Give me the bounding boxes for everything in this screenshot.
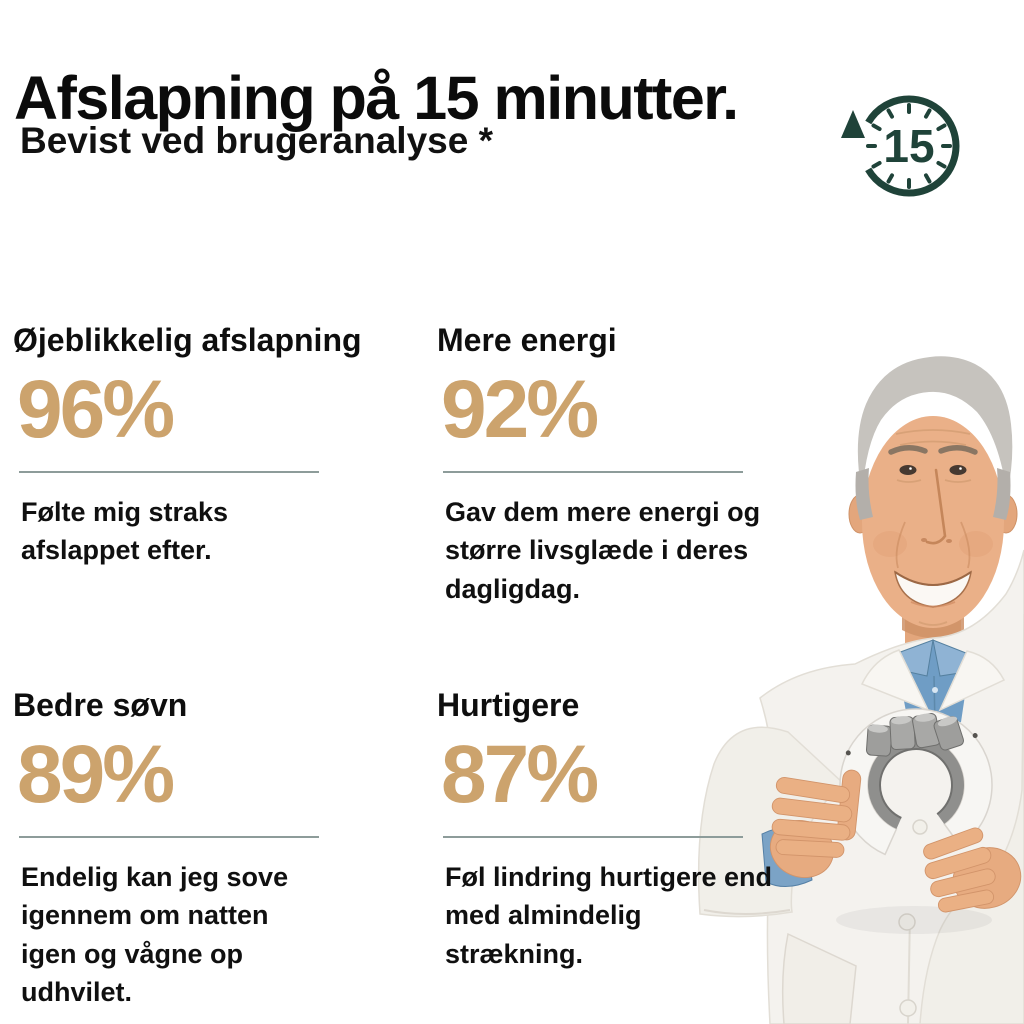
stat-percent: 92% [441,364,599,455]
right-hand [923,827,1022,913]
subtitle: Bevist ved brugeranalyse * [20,120,493,161]
doctor-with-neck-massager-photo [697,356,1024,1024]
stat-faster-relief: Hurtigere 87% Føl lindring hurtigere end… [437,687,781,973]
stat-divider [19,836,319,838]
massage-heads [865,713,965,757]
stat-heading: Mere energi [437,322,617,358]
stat-more-energy: Mere energi 92% Gav dem mere energi og s… [437,322,817,608]
stat-heading: Bedre søvn [13,687,188,723]
stat-better-sleep: Bedre søvn 89% Endelig kan jeg sove igen… [13,687,319,1011]
hair-shape [857,356,1013,494]
stat-instant-relaxation: Øjeblikkelig afslapning 96% Følte mig st… [13,322,362,570]
stat-percent: 96% [17,364,175,455]
clock-ring [858,95,960,197]
stat-heading: Hurtigere [437,687,580,723]
clock-arrow [841,110,865,138]
stat-description: Endelig kan jeg sove igennem om natten i… [21,862,289,1007]
stat-divider [443,471,743,473]
stat-description: Føl lindring hurtigere end med almindeli… [445,862,772,969]
stat-description: Gav dem mere energi og større livsglæde … [445,497,761,604]
stat-divider [443,836,743,838]
clock-ticks [866,103,952,189]
stat-heading: Øjeblikkelig afslapning [13,322,362,358]
stat-percent: 87% [441,729,599,820]
stat-description: Følte mig straks afslappet efter. [21,497,229,566]
stat-divider [19,471,319,473]
neck-massager-device [839,708,993,856]
page-title: Afslapning på 15 minutter. [14,63,739,132]
left-hand [769,769,862,878]
clock-label: 15 [883,120,934,172]
timer-15-icon: 15 [841,95,960,197]
stat-percent: 89% [17,729,175,820]
